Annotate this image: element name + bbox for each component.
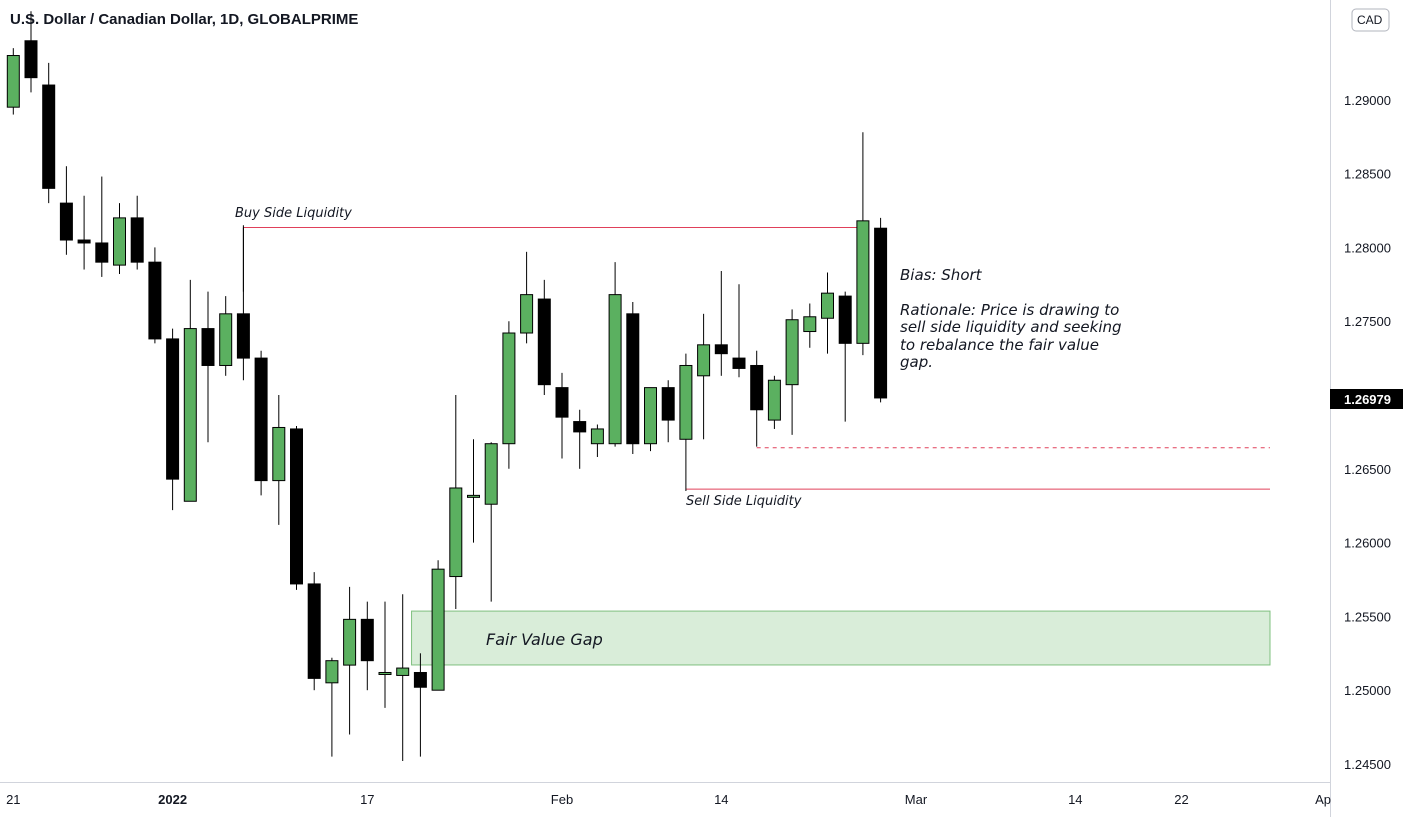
- candle-up: [431, 560, 445, 691]
- time-tick-label: Ap: [1315, 792, 1331, 807]
- price-tick-label: 1.24500: [1344, 757, 1391, 772]
- candle-up: [785, 309, 799, 435]
- candle-up: [272, 395, 286, 525]
- price-tick-label: 1.28500: [1344, 167, 1391, 182]
- candle-up: [590, 424, 604, 457]
- candle-up: [502, 321, 516, 469]
- candle-up: [467, 439, 480, 543]
- time-axis-ticks: 21 2022 17 Feb 14 Mar 14 22 Ap: [6, 792, 1331, 807]
- fair-value-gap-label: Fair Value Gap: [486, 630, 603, 649]
- price-tick-label: 1.26000: [1344, 536, 1391, 551]
- candles: [6, 11, 888, 762]
- candle-down: [555, 372, 569, 459]
- candle-down: [573, 409, 587, 469]
- last-price-tag: 1.26979: [1330, 389, 1403, 409]
- time-tick-label: 22: [1174, 792, 1188, 807]
- candle-up: [343, 586, 357, 735]
- time-tick-label: 17: [360, 792, 374, 807]
- candle-up: [608, 262, 622, 447]
- currency-badge[interactable]: CAD: [1351, 8, 1390, 32]
- fvg-rect: [411, 610, 1271, 666]
- candle-up: [803, 303, 817, 348]
- rationale-line: sell side liquidity and seeking: [900, 318, 1122, 336]
- sell-side-liquidity-label: Sell Side Liquidity: [686, 494, 802, 509]
- time-tick-label: 14: [1068, 792, 1082, 807]
- time-tick-label: 2022: [158, 792, 187, 807]
- time-tick-label: Feb: [551, 792, 573, 807]
- candle-up: [644, 387, 657, 452]
- candle-up: [378, 601, 392, 708]
- candle-down: [130, 195, 144, 270]
- price-tick-label: 1.27500: [1344, 314, 1391, 329]
- candle-up: [396, 594, 410, 762]
- candle-up: [183, 279, 197, 502]
- candle-down: [201, 291, 215, 443]
- time-tick-label: Mar: [905, 792, 928, 807]
- fair-value-gap-zone: [411, 610, 1271, 666]
- price-tick-label: 1.29000: [1344, 93, 1391, 108]
- candle-down: [42, 62, 56, 204]
- candle-down: [413, 653, 427, 757]
- candle-up: [767, 375, 781, 429]
- candle-up: [219, 296, 233, 376]
- price-tick-label: 1.26500: [1344, 462, 1391, 477]
- rationale-line: to rebalance the fair value: [900, 336, 1099, 354]
- rationale-line: gap.: [900, 353, 933, 371]
- candle-down: [838, 291, 852, 422]
- candle-up: [697, 313, 711, 440]
- time-tick-label: 21: [6, 792, 20, 807]
- candle-down: [254, 350, 268, 496]
- candle-up: [484, 442, 498, 602]
- last-price-label: 1.26979: [1344, 392, 1391, 407]
- candle-down: [874, 217, 888, 403]
- candle-up: [821, 272, 834, 354]
- price-tick-label: 1.28000: [1344, 240, 1391, 255]
- candle-up: [6, 48, 20, 115]
- candle-down: [537, 279, 551, 395]
- chart-title: U.S. Dollar / Canadian Dollar, 1D, GLOBA…: [10, 11, 359, 28]
- candle-down: [77, 195, 91, 270]
- candle-down: [166, 328, 180, 511]
- candle-up: [325, 657, 339, 757]
- rationale-note: Rationale: Price is drawing to sell side…: [900, 301, 1122, 371]
- candle-up: [449, 395, 463, 610]
- rationale-line: Rationale: Price is drawing to: [900, 301, 1119, 319]
- candle-up: [856, 132, 870, 356]
- candle-down: [24, 11, 38, 93]
- candle-down: [290, 425, 303, 590]
- candle-down: [714, 271, 728, 376]
- price-tick-label: 1.25000: [1344, 683, 1391, 698]
- candle-down: [148, 247, 162, 344]
- candle-up: [679, 353, 693, 491]
- candle-down: [236, 225, 250, 381]
- candle-down: [59, 166, 73, 255]
- bias-note: Bias: Short: [900, 266, 983, 284]
- candle-down: [307, 572, 321, 691]
- candle-down: [626, 302, 640, 455]
- candle-down: [750, 350, 764, 447]
- candle-up: [520, 251, 534, 344]
- candle-down: [360, 601, 374, 691]
- candle-down: [661, 380, 675, 443]
- currency-badge-label: CAD: [1357, 13, 1383, 27]
- candle-down: [732, 284, 746, 378]
- candle-down: [95, 176, 109, 277]
- time-tick-label: 14: [714, 792, 728, 807]
- buy-side-liquidity-label: Buy Side Liquidity: [235, 206, 352, 221]
- candle-up: [113, 203, 126, 274]
- price-tick-label: 1.25500: [1344, 609, 1391, 624]
- price-axis-ticks: 1.29000 1.28500 1.28000 1.27500 1.26500 1.260…: [1344, 93, 1391, 772]
